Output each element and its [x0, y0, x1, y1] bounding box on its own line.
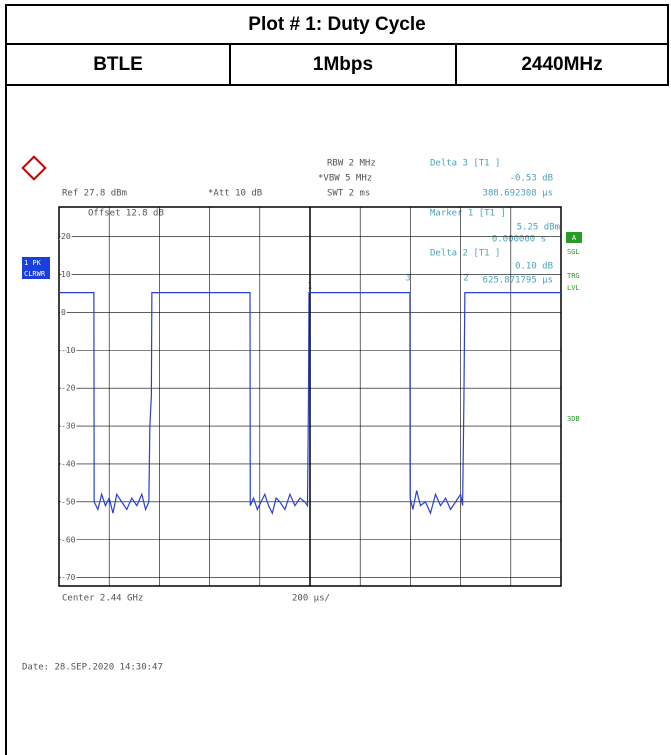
- text: 5.25 dBm: [517, 223, 560, 233]
- text: *VBW 5 MHz: [318, 174, 372, 184]
- side-label: CLRWR: [24, 270, 46, 278]
- y-tick-label: 10: [61, 270, 71, 279]
- y-tick-label: -40: [61, 459, 76, 468]
- text: -0.53 dB: [510, 174, 553, 184]
- text: *Att 10 dB: [208, 189, 262, 199]
- text: SWT 2 ms: [327, 189, 370, 199]
- side-label: 1 PK: [24, 259, 42, 267]
- text: Center 2.44 GHz: [62, 594, 143, 604]
- text: Marker 1 [T1 ]: [430, 209, 506, 219]
- border: [5, 84, 7, 755]
- text: 0.10 dB: [515, 262, 553, 272]
- y-tick-label: -60: [61, 535, 76, 544]
- y-tick-label: -70: [61, 573, 76, 582]
- text: Delta 2 [T1 ]: [430, 249, 500, 259]
- date: Date: 28.SEP.2020 14:30:47: [22, 663, 163, 673]
- trace: [59, 292, 561, 516]
- cell: 2440MHz: [455, 43, 669, 86]
- text: 388.692308 µs: [483, 189, 553, 199]
- text: 625.871795 µs: [483, 276, 553, 286]
- side-label: 3DB: [567, 415, 580, 423]
- marker-id: 3: [405, 274, 410, 284]
- marker-id: 2: [463, 274, 468, 284]
- y-tick-label: -10: [61, 346, 76, 355]
- text: Delta 3 [T1 ]: [430, 159, 500, 169]
- text: 0.000000 s: [492, 235, 546, 245]
- side-label: A: [572, 234, 577, 242]
- side-label: TRG: [567, 272, 580, 280]
- y-tick-label: -30: [61, 422, 76, 431]
- side-label: LVL: [567, 284, 580, 292]
- y-tick-label: 0: [61, 308, 66, 317]
- logo: [21, 155, 47, 181]
- text: Ref 27.8 dBm: [62, 189, 127, 199]
- label-box: [22, 257, 50, 268]
- y-tick-label: -50: [61, 497, 76, 506]
- label-box: [566, 232, 582, 243]
- text: Offset 12.8 dB: [88, 209, 164, 219]
- side-label: SGL: [567, 248, 580, 256]
- y-tick-label: 20: [61, 232, 71, 241]
- text: 200 µs/: [292, 594, 330, 604]
- y-tick-label: -20: [61, 384, 76, 393]
- text: RBW 2 MHz: [327, 159, 376, 169]
- label-box: [22, 268, 50, 279]
